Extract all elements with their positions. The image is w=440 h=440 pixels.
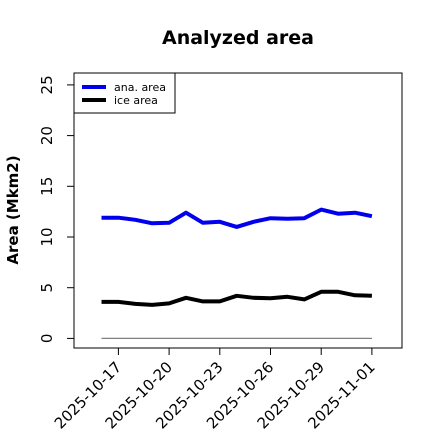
y-tick-label: 0	[38, 334, 56, 344]
series-line-ice-area	[101, 289, 372, 307]
x-axis: 2025-10-172025-10-202025-10-232025-10-26…	[51, 347, 379, 432]
y-tick-label: 20	[38, 126, 56, 145]
plot-frame	[73, 72, 403, 349]
y-tick-label: 10	[38, 227, 56, 246]
series-line-ana-area	[101, 207, 373, 229]
y-tick-label: 15	[38, 177, 56, 196]
legend-entry-label: ice area	[114, 94, 158, 107]
y-axis-label: Area (Mkm2)	[4, 155, 22, 264]
series-layer	[101, 207, 373, 307]
y-axis: 0 5 10 15 20 25	[38, 75, 75, 344]
chart-title: Analyzed area	[162, 27, 314, 49]
legend-entry-label: ana. area	[114, 81, 166, 94]
legend-box	[73, 72, 176, 114]
y-tick-label: 5	[38, 283, 56, 293]
y-tick-label: 25	[38, 75, 56, 94]
